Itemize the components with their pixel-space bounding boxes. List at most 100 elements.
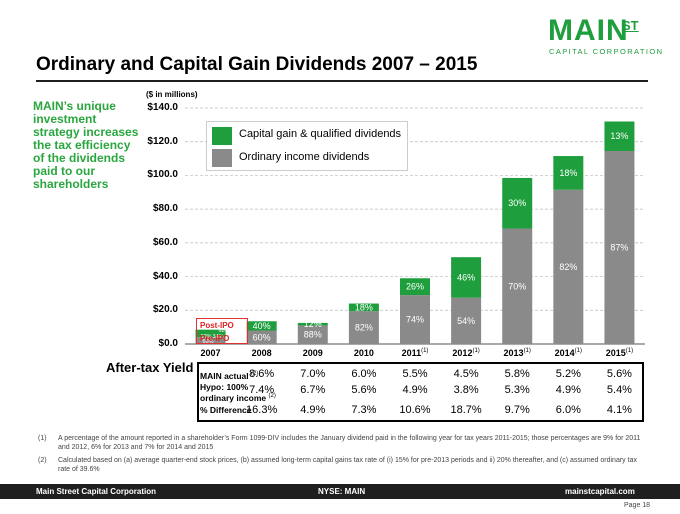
y-tick-label: $20.0 xyxy=(152,304,178,316)
bar-percent-label: 74% xyxy=(406,315,424,325)
bar-percent-label: 82% xyxy=(355,323,373,333)
yield-cell: 5.4% xyxy=(606,384,632,396)
bar-ordinary xyxy=(451,297,482,344)
legend-swatch-ordinary xyxy=(212,149,232,167)
x-tick-label: 2015(1) xyxy=(605,348,634,358)
bar-percent-label: 18% xyxy=(559,168,577,178)
yield-cell: 7.3% xyxy=(351,404,377,416)
yield-cell: 4.1% xyxy=(606,404,632,416)
yield-cell: 5.8% xyxy=(504,368,530,380)
logo-main: MAIN xyxy=(548,14,629,47)
yield-cell: 16.3% xyxy=(246,404,278,416)
bar-percent-label: 46% xyxy=(457,272,475,282)
x-tick-label: 2009 xyxy=(302,348,323,358)
x-tick-label: 2014(1) xyxy=(554,348,583,358)
yield-cell: 6.7% xyxy=(300,384,326,396)
bar-capital-gain xyxy=(348,303,379,312)
bar-percent-label: 70% xyxy=(508,281,526,291)
y-tick-label: $40.0 xyxy=(152,270,178,282)
yield-cell: 3.8% xyxy=(453,384,479,396)
yield-cell: 5.5% xyxy=(402,368,428,380)
yield-table-box xyxy=(197,362,644,422)
yield-cell: 5.6% xyxy=(606,368,632,380)
y-tick-label: $80.0 xyxy=(152,203,178,215)
logo-superscript: ST xyxy=(622,18,639,33)
yield-cell: 7.4% xyxy=(249,384,275,396)
bar-percent-label: 30% xyxy=(508,198,526,208)
bar-capital-gain xyxy=(451,257,482,298)
note-2-text: Calculated based on (a) average quarter-… xyxy=(58,457,637,473)
bar-percent-label: 87% xyxy=(610,242,628,252)
bar-capital-gain xyxy=(400,278,430,296)
page-title: Ordinary and Capital Gain Dividends 2007… xyxy=(36,54,478,75)
note-2-num: (2) xyxy=(38,457,47,464)
bar-ordinary xyxy=(348,311,379,344)
bar-ordinary xyxy=(246,330,277,344)
y-tick-label: $60.0 xyxy=(152,236,178,248)
bar-capital-gain xyxy=(195,329,226,338)
yield-title: After-tax Yield xyxy=(106,360,194,375)
x-tick-label: 2010 xyxy=(353,348,374,358)
bar-capital-gain xyxy=(604,121,635,151)
bar-ordinary xyxy=(604,150,635,344)
ipo-callout-box xyxy=(196,318,248,344)
yield-row-label: Hypo: 100% ordinary income (2) xyxy=(200,382,276,403)
yield-cell: 4.9% xyxy=(555,384,581,396)
note-1-text: A percentage of the amount reported in a… xyxy=(58,435,641,451)
title-divider xyxy=(36,80,648,82)
y-tick-label: $0.0 xyxy=(158,338,178,349)
yield-cell: 7.0% xyxy=(300,368,326,380)
side-callout: MAIN’s unique investment strategy increa… xyxy=(33,99,139,191)
bar-percent-label: 26% xyxy=(406,282,424,292)
chart-unit-label: ($ in millions) xyxy=(146,90,198,99)
bar-percent-label: 13% xyxy=(610,131,628,141)
x-tick-label: 2013(1) xyxy=(503,348,531,358)
bar-percent-label: 18% xyxy=(355,302,373,312)
yield-row-label: % Difference xyxy=(200,405,252,415)
chart-legend: Capital gain & qualified dividends Ordin… xyxy=(206,121,408,171)
bar-ordinary xyxy=(400,295,430,344)
yield-cell: 5.6% xyxy=(351,384,377,396)
bar-percent-label: 40% xyxy=(253,321,271,331)
x-tick-label: 2011(1) xyxy=(401,348,429,358)
yield-cell: 10.6% xyxy=(399,404,431,416)
page-number: Page 18 xyxy=(624,502,651,509)
logo-subtitle: CAPITAL CORPORATION xyxy=(549,47,664,56)
yield-cell: 5.3% xyxy=(504,384,530,396)
bar-capital-gain xyxy=(553,156,584,190)
footer-company: Main Street Capital Corporation xyxy=(36,487,157,496)
footer-website[interactable]: mainstcapital.com xyxy=(565,487,635,496)
ipo-split-label: 66% xyxy=(203,339,214,345)
legend-label-capital: Capital gain & qualified dividends xyxy=(239,128,402,140)
bar-ordinary xyxy=(502,228,533,344)
yield-row-label: MAIN actual (2) xyxy=(200,370,259,381)
yield-cell: 6.0% xyxy=(555,404,581,416)
bar-percent-label: 88% xyxy=(304,330,322,340)
y-tick-label: $100.0 xyxy=(147,169,178,181)
y-tick-label: $140.0 xyxy=(147,102,178,113)
bar-percent-label: 54% xyxy=(457,316,475,326)
legend-swatch-capital xyxy=(212,127,232,145)
post-ipo-label: Post-IPO xyxy=(200,321,234,330)
yield-cell: 4.9% xyxy=(300,404,326,416)
x-tick-label: 2008 xyxy=(251,348,272,358)
ipo-split-label: 34% xyxy=(213,334,224,340)
y-tick-label: $120.0 xyxy=(147,135,178,147)
ipo-split-label: 68% xyxy=(219,328,230,334)
note-1-num: (1) xyxy=(38,435,47,442)
yield-cell: 18.7% xyxy=(450,404,482,416)
bar-percent-label: 60% xyxy=(253,332,271,342)
yield-cell: 5.2% xyxy=(555,368,581,380)
footer-bar: Main Street Capital Corporation NYSE: MA… xyxy=(0,484,680,499)
legend-label-ordinary: Ordinary income dividends xyxy=(239,151,370,163)
bar-ordinary xyxy=(195,337,226,344)
footer-ticker: NYSE: MAIN xyxy=(318,487,366,496)
bar-capital-gain xyxy=(502,177,533,229)
yield-cell: 6.0% xyxy=(351,368,377,380)
yield-cell: 4.9% xyxy=(402,384,428,396)
x-tick-label: 2007 xyxy=(200,348,221,358)
yield-cell: 8.6% xyxy=(249,368,275,380)
bar-percent-label: 82% xyxy=(559,262,577,272)
bar-capital-gain xyxy=(246,321,277,331)
bar-percent-label: 12% xyxy=(304,319,322,329)
